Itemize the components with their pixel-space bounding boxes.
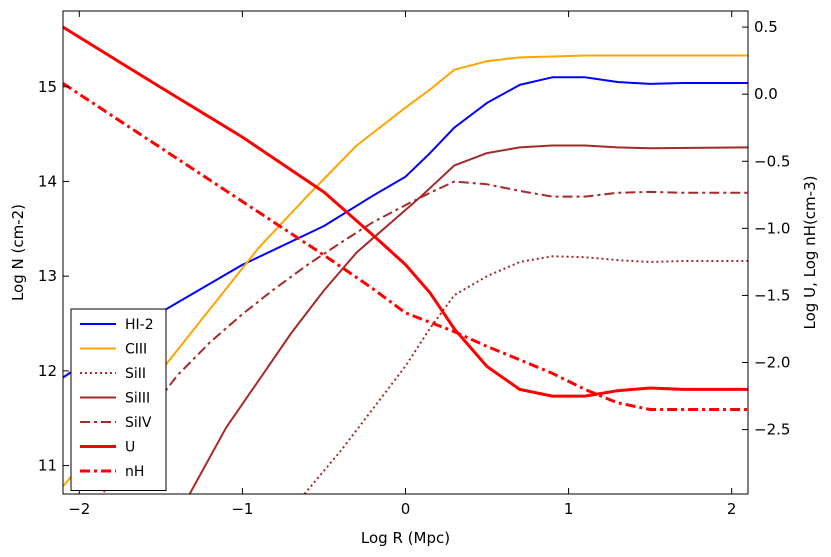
y-right-tick-label: 0.0 (754, 85, 778, 103)
legend: HI-2 CIII SiII SiIII SiIV UnH (70, 308, 167, 491)
x-tick-label: 2 (727, 500, 737, 518)
x-axis-label: Log R (Mpc) (361, 529, 450, 547)
series-line-ciii (63, 54, 748, 488)
y-right-tick-label: −2.0 (754, 354, 790, 372)
legend-label-siiii: SiIII (125, 391, 150, 407)
y-right-tick-label: −1.5 (754, 286, 790, 304)
series-layer (63, 25, 748, 494)
right-y-axis-label: Log U, Log nH(cm-3) (801, 176, 819, 330)
legend-label-hi-2: HI-2 (125, 317, 154, 333)
legend-label-siii: SiII (125, 366, 146, 382)
y-right-tick-label: −2.5 (754, 421, 790, 439)
legend-box (70, 308, 167, 491)
x-tick-label: −1 (231, 500, 253, 518)
y-left-tick-label: 14 (38, 172, 57, 190)
legend-label-u: U (125, 440, 135, 456)
series-line-nh (63, 82, 748, 411)
legend-label-siiv: SiIV (125, 415, 152, 431)
tick-layer: −2 −1 0 1 211121314150.50.0−0.5−1.0−1.5−2.0−… (38, 11, 790, 518)
y-right-tick-label: −0.5 (754, 152, 790, 170)
series-line-u (63, 25, 748, 398)
series-line-hi-2 (63, 76, 748, 379)
y-left-tick-label: 15 (38, 78, 57, 96)
x-tick-label: 0 (401, 500, 411, 518)
y-left-tick-label: 12 (38, 362, 57, 380)
x-tick-label: −2 (68, 500, 90, 518)
y-right-tick-label: −1.0 (754, 219, 790, 237)
y-left-tick-label: 13 (38, 267, 57, 285)
y-left-tick-label: 11 (38, 457, 57, 475)
legend-label-ciii: CIII (125, 342, 147, 358)
left-y-axis-label: Log N (cm-2) (9, 204, 27, 301)
x-tick-label: 1 (564, 500, 574, 518)
series-line-siiv (102, 180, 748, 493)
y-right-tick-label: 0.5 (754, 18, 778, 36)
legend-label-nh: nH (125, 464, 144, 480)
series-line-siiii (188, 144, 748, 494)
